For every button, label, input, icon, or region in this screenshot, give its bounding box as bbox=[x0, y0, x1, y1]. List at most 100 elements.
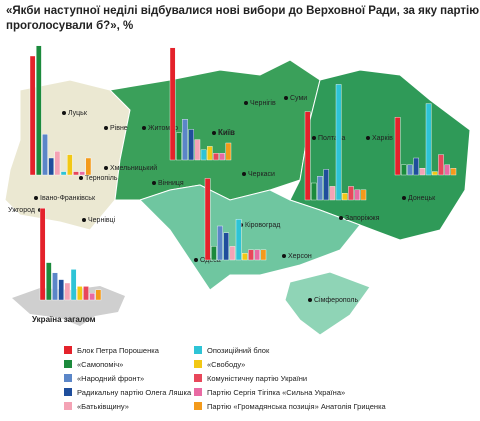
city-label: Чернівці bbox=[88, 216, 116, 224]
legend-label: Партію Сергія Тігіпка «Сильна Україна» bbox=[207, 388, 345, 397]
bar bbox=[206, 146, 213, 161]
bar bbox=[89, 293, 95, 301]
city-label: Рівне bbox=[110, 124, 128, 132]
bar bbox=[66, 154, 73, 176]
bar bbox=[54, 150, 61, 176]
bar bbox=[450, 167, 457, 176]
bar bbox=[175, 132, 182, 161]
bar bbox=[223, 232, 230, 261]
city-dot bbox=[366, 136, 370, 140]
city-dot bbox=[82, 218, 86, 222]
city-dot bbox=[104, 126, 108, 130]
bar bbox=[311, 182, 317, 201]
city-dot bbox=[339, 216, 343, 220]
legend-label: Опозиційний блок bbox=[207, 346, 270, 355]
bar bbox=[210, 246, 217, 261]
city-dot bbox=[62, 111, 66, 115]
bar bbox=[85, 157, 92, 176]
city-label: Суми bbox=[290, 95, 307, 102]
city-dot bbox=[194, 258, 198, 262]
city-dot bbox=[308, 298, 312, 302]
bar bbox=[401, 164, 407, 176]
legend-label: «Батьківщину» bbox=[77, 402, 129, 411]
city-dot bbox=[402, 196, 406, 200]
legend-label: Блок Петра Порошенка bbox=[77, 346, 160, 355]
bar bbox=[76, 286, 83, 301]
bar bbox=[213, 152, 219, 161]
bar bbox=[419, 167, 426, 176]
bar bbox=[204, 178, 211, 261]
region-crimea bbox=[284, 271, 371, 336]
legend-swatch bbox=[194, 374, 202, 382]
city-dot bbox=[244, 101, 248, 105]
bar bbox=[329, 186, 336, 201]
bar bbox=[444, 164, 451, 176]
bar bbox=[52, 272, 58, 301]
city-label: Черкаси bbox=[248, 171, 275, 178]
legend-swatch bbox=[194, 388, 202, 396]
legend-swatch bbox=[194, 402, 202, 410]
bar bbox=[394, 116, 401, 176]
legend-label: Комуністичну партію України bbox=[207, 374, 307, 383]
city-dot bbox=[312, 136, 316, 140]
legend-swatch bbox=[64, 402, 72, 410]
bar bbox=[335, 84, 342, 201]
bar bbox=[46, 262, 52, 301]
bar bbox=[425, 103, 432, 176]
legend-label: «Самопоміч» bbox=[77, 360, 123, 369]
city-label: Вінниця bbox=[158, 179, 184, 187]
city-label: Луцьк bbox=[68, 110, 88, 117]
region-center bbox=[108, 59, 321, 201]
bar bbox=[95, 289, 102, 301]
city-label: Хмельницький bbox=[110, 164, 157, 172]
legend-swatch bbox=[194, 360, 202, 368]
legend-label: «Свободу» bbox=[207, 360, 245, 369]
region-south bbox=[139, 184, 361, 291]
city-label: Тернопіль bbox=[85, 174, 118, 182]
bar bbox=[304, 111, 311, 201]
bar bbox=[79, 171, 85, 176]
city-dot bbox=[104, 166, 108, 170]
legend-swatch bbox=[194, 346, 202, 354]
title-line: «Якби наступної неділі відбувалися нові … bbox=[6, 5, 480, 17]
bar bbox=[73, 171, 79, 176]
city-label: Харків bbox=[372, 134, 393, 142]
bar bbox=[36, 45, 42, 176]
bar bbox=[169, 47, 176, 161]
bar bbox=[413, 157, 420, 176]
bar bbox=[348, 186, 354, 201]
city-label: Кіровоград bbox=[245, 221, 280, 229]
legend-label: Радикальну партію Олега Ляшка bbox=[77, 388, 192, 397]
bar bbox=[70, 269, 77, 301]
bar bbox=[323, 169, 330, 201]
city-dot bbox=[242, 172, 246, 176]
bar bbox=[229, 246, 236, 261]
bar bbox=[407, 164, 413, 176]
city-label: Полтава bbox=[318, 135, 346, 142]
bar bbox=[64, 282, 71, 301]
bar bbox=[188, 129, 195, 161]
city-dot bbox=[34, 196, 38, 200]
city-label: Київ bbox=[218, 128, 235, 137]
bar bbox=[83, 286, 89, 301]
bar bbox=[317, 175, 323, 201]
bar bbox=[432, 171, 438, 176]
city-dot bbox=[142, 126, 146, 130]
bar bbox=[39, 207, 46, 301]
city-dot bbox=[152, 181, 156, 185]
legend-label: «Народний фронт» bbox=[77, 374, 144, 383]
bar bbox=[438, 154, 444, 176]
bar bbox=[194, 139, 201, 161]
legend-swatch bbox=[64, 374, 72, 382]
bar bbox=[182, 118, 188, 161]
bar bbox=[235, 218, 242, 261]
legend-swatch bbox=[64, 388, 72, 396]
city-label: Запоріжжя bbox=[345, 214, 380, 222]
bar bbox=[342, 192, 348, 201]
overall-label: Україна загалом bbox=[32, 315, 96, 324]
bar bbox=[254, 249, 261, 261]
bar bbox=[360, 189, 367, 201]
bar bbox=[58, 279, 64, 301]
city-dot bbox=[282, 254, 286, 258]
